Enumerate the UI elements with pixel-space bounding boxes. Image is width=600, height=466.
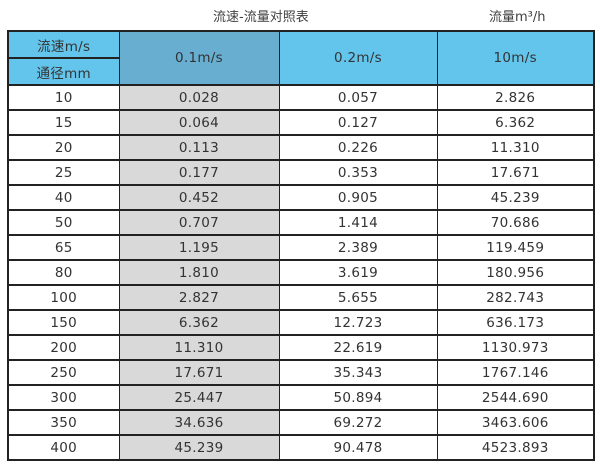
cell-flow-10ms: 11.310 [436, 134, 595, 161]
table-header: 流速m/s 0.1m/s 0.2m/s 10m/s 通径mm [7, 30, 595, 86]
cell-flow-10ms: 70.686 [436, 209, 595, 236]
cell-flow-0.2ms: 5.655 [278, 284, 438, 311]
cell-diameter: 250 [7, 359, 120, 386]
table-row: 400 45.239 90.478 4523.893 [7, 434, 595, 461]
cell-flow-0.2ms: 69.272 [278, 409, 438, 436]
cell-flow-0.2ms: 0.057 [278, 84, 438, 111]
table-row: 100 2.827 5.655 282.743 [7, 284, 595, 311]
flow-rate-table: 流速m/s 0.1m/s 0.2m/s 10m/s 通径mm 10 0.028 … [7, 30, 595, 461]
cell-flow-0.1ms: 34.636 [118, 409, 280, 436]
table-row: 200 11.310 22.619 1130.973 [7, 334, 595, 361]
cell-flow-0.2ms: 1.414 [278, 209, 438, 236]
flow-unit-label: 流量m³/h [489, 10, 546, 25]
cell-flow-0.2ms: 0.905 [278, 184, 438, 211]
cell-diameter: 80 [7, 259, 120, 286]
cell-diameter: 350 [7, 409, 120, 436]
cell-flow-0.2ms: 22.619 [278, 334, 438, 361]
cell-flow-0.1ms: 0.064 [118, 109, 280, 136]
table-row: 40 0.452 0.905 45.239 [7, 184, 595, 211]
table-row: 65 1.195 2.389 119.459 [7, 234, 595, 261]
cell-flow-0.1ms: 17.671 [118, 359, 280, 386]
cell-diameter: 100 [7, 284, 120, 311]
cell-diameter: 40 [7, 184, 120, 211]
header-col-0.2ms: 0.2m/s [278, 30, 438, 86]
cell-flow-10ms: 282.743 [436, 284, 595, 311]
cell-diameter: 400 [7, 434, 120, 461]
cell-flow-10ms: 2544.690 [436, 384, 595, 411]
cell-flow-10ms: 119.459 [436, 234, 595, 261]
cell-flow-0.1ms: 0.177 [118, 159, 280, 186]
cell-flow-0.1ms: 1.810 [118, 259, 280, 286]
cell-flow-10ms: 1767.146 [436, 359, 595, 386]
cell-diameter: 65 [7, 234, 120, 261]
cell-flow-0.2ms: 12.723 [278, 309, 438, 336]
table-body: 10 0.028 0.057 2.826 15 0.064 0.127 6.36… [7, 84, 595, 461]
cell-flow-10ms: 2.826 [436, 84, 595, 111]
table-row: 350 34.636 69.272 3463.606 [7, 409, 595, 436]
cell-flow-0.2ms: 0.353 [278, 159, 438, 186]
cell-flow-0.1ms: 2.827 [118, 284, 280, 311]
cell-flow-0.1ms: 0.452 [118, 184, 280, 211]
cell-flow-0.1ms: 45.239 [118, 434, 280, 461]
header-col-10ms: 10m/s [436, 30, 595, 86]
cell-flow-10ms: 4523.893 [436, 434, 595, 461]
table-row: 300 25.447 50.894 2544.690 [7, 384, 595, 411]
table-row: 80 1.810 3.619 180.956 [7, 259, 595, 286]
cell-flow-0.1ms: 0.028 [118, 84, 280, 111]
cell-diameter: 20 [7, 134, 120, 161]
cell-flow-0.2ms: 35.343 [278, 359, 438, 386]
cell-diameter: 150 [7, 309, 120, 336]
cell-flow-0.2ms: 50.894 [278, 384, 438, 411]
cell-flow-10ms: 45.239 [436, 184, 595, 211]
table-row: 25 0.177 0.353 17.671 [7, 159, 595, 186]
cell-flow-10ms: 17.671 [436, 159, 595, 186]
cell-diameter: 50 [7, 209, 120, 236]
header-row-velocity: 流速m/s 0.1m/s 0.2m/s 10m/s [7, 30, 595, 86]
table-row: 20 0.113 0.226 11.310 [7, 134, 595, 161]
cell-flow-0.1ms: 6.362 [118, 309, 280, 336]
header-diameter-label: 通径mm [7, 57, 120, 86]
cell-flow-10ms: 6.362 [436, 109, 595, 136]
cell-flow-0.2ms: 2.389 [278, 234, 438, 261]
header-velocity-label: 流速m/s [7, 30, 120, 59]
cell-diameter: 200 [7, 334, 120, 361]
cell-flow-0.1ms: 25.447 [118, 384, 280, 411]
cell-flow-10ms: 1130.973 [436, 334, 595, 361]
cell-flow-0.2ms: 90.478 [278, 434, 438, 461]
cell-flow-0.1ms: 0.707 [118, 209, 280, 236]
cell-flow-0.2ms: 0.127 [278, 109, 438, 136]
cell-flow-0.2ms: 3.619 [278, 259, 438, 286]
table-row: 10 0.028 0.057 2.826 [7, 84, 595, 111]
cell-flow-10ms: 180.956 [436, 259, 595, 286]
header-row-diameter: 通径mm [7, 57, 594, 86]
table-row: 15 0.064 0.127 6.362 [7, 109, 595, 136]
header-col-0.1ms: 0.1m/s [118, 30, 280, 86]
cell-diameter: 25 [7, 159, 120, 186]
table-row: 250 17.671 35.343 1767.146 [7, 359, 595, 386]
cell-flow-10ms: 3463.606 [436, 409, 595, 436]
cell-flow-0.2ms: 0.226 [278, 134, 438, 161]
cell-flow-0.1ms: 0.113 [118, 134, 280, 161]
cell-flow-0.1ms: 1.195 [118, 234, 280, 261]
table-title: 流速-流量对照表 [213, 10, 309, 25]
cell-flow-0.1ms: 11.310 [118, 334, 280, 361]
cell-flow-10ms: 636.173 [436, 309, 595, 336]
table-row: 150 6.362 12.723 636.173 [7, 309, 595, 336]
cell-diameter: 15 [7, 109, 120, 136]
table-row: 50 0.707 1.414 70.686 [7, 209, 595, 236]
cell-diameter: 10 [7, 84, 120, 111]
cell-diameter: 300 [7, 384, 120, 411]
